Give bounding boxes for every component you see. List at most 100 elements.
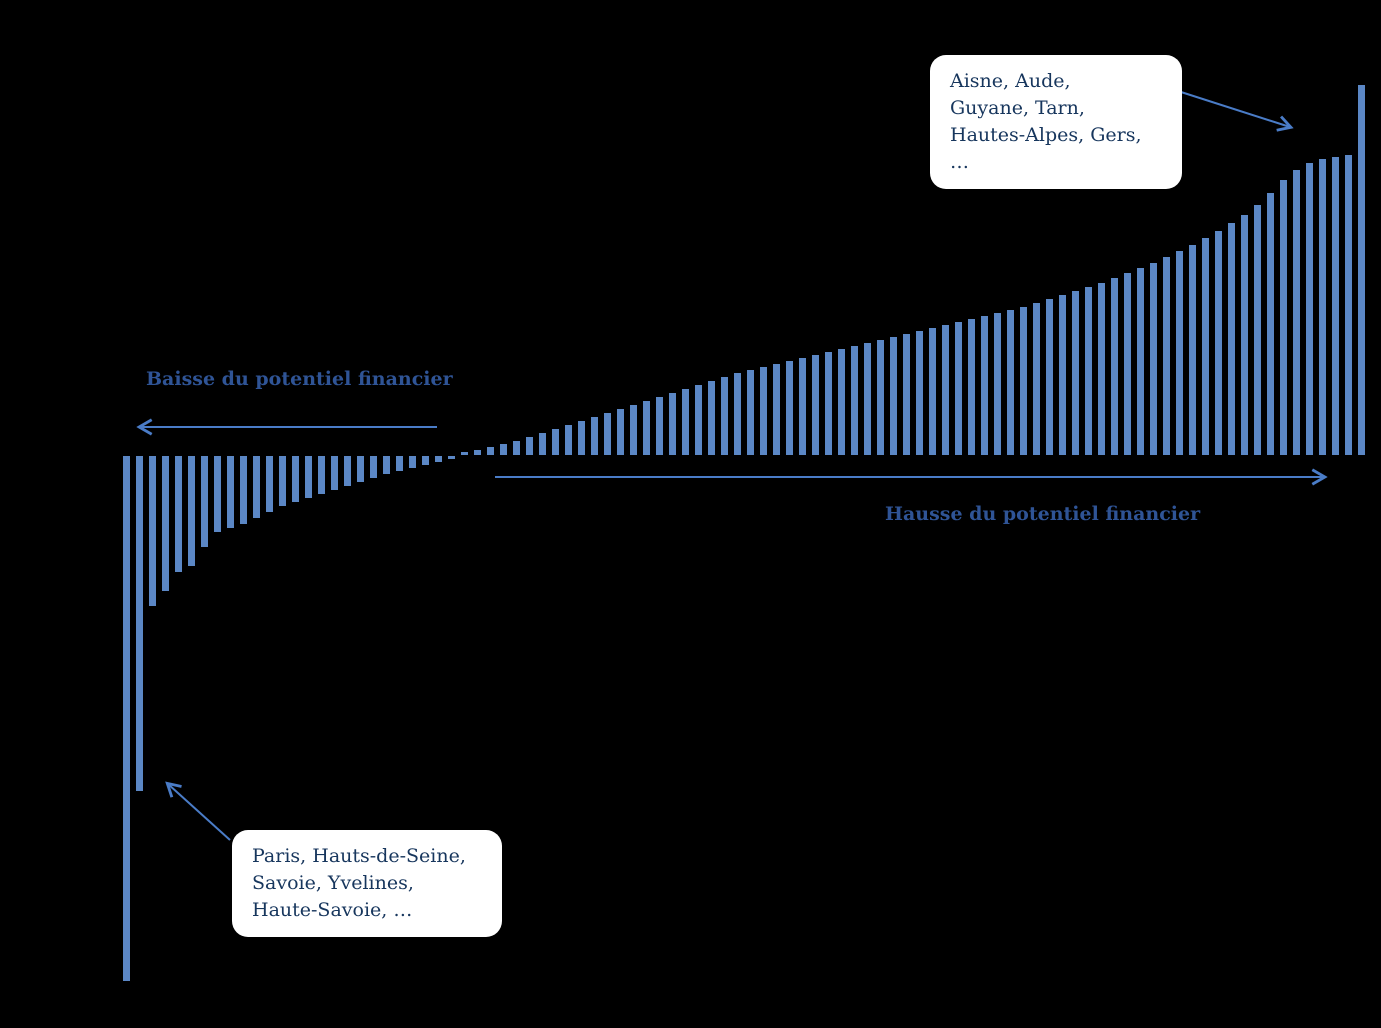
bar (578, 421, 585, 455)
bar (669, 393, 676, 455)
bar (656, 397, 663, 455)
bar (1163, 257, 1170, 455)
bar (838, 349, 845, 455)
bar (773, 364, 780, 455)
bar (422, 456, 429, 465)
bar (721, 377, 728, 455)
bar (682, 389, 689, 455)
bar (474, 450, 481, 455)
bar (1150, 263, 1157, 455)
bar (149, 456, 156, 606)
bar (591, 417, 598, 455)
bar (825, 352, 832, 455)
bar (1215, 231, 1222, 455)
bar (708, 381, 715, 455)
bar (461, 452, 468, 455)
bar (227, 456, 234, 528)
bar (1189, 245, 1196, 455)
bar (552, 429, 559, 455)
bar (630, 405, 637, 455)
bar (877, 340, 884, 455)
bar (513, 441, 520, 455)
bar (1280, 180, 1287, 455)
bar (734, 373, 741, 455)
bar (1059, 295, 1066, 455)
bar (1176, 251, 1183, 455)
bar (1254, 205, 1261, 455)
bar (409, 456, 416, 468)
bar (786, 361, 793, 455)
bar (812, 355, 819, 455)
bar (1345, 155, 1352, 455)
bar (279, 456, 286, 506)
bar (305, 456, 312, 498)
bar (916, 331, 923, 455)
bar (760, 367, 767, 455)
bar (929, 328, 936, 455)
bar (162, 456, 169, 591)
bar (318, 456, 325, 494)
bar (968, 319, 975, 455)
bar (1241, 215, 1248, 455)
bar (1319, 159, 1326, 455)
bar (357, 456, 364, 482)
bar (864, 343, 871, 455)
bar (539, 433, 546, 455)
bar (747, 370, 754, 455)
bar (1202, 238, 1209, 455)
bar (1007, 310, 1014, 455)
bar (396, 456, 403, 471)
bar (435, 456, 442, 462)
bar (1267, 193, 1274, 455)
bar (344, 456, 351, 486)
bar (201, 456, 208, 547)
bar (383, 456, 390, 474)
bar (1228, 223, 1235, 455)
bar (175, 456, 182, 572)
bar (851, 346, 858, 455)
bar (1358, 85, 1365, 455)
bar (253, 456, 260, 518)
bar (1137, 268, 1144, 455)
bar (1046, 299, 1053, 455)
baisse-label: Baisse du potentiel financier (146, 368, 453, 390)
bar (942, 325, 949, 455)
bar (799, 358, 806, 455)
bar (136, 456, 143, 791)
bar (1072, 291, 1079, 455)
bar (1124, 273, 1131, 455)
bar (188, 456, 195, 566)
bar (370, 456, 377, 478)
bar (240, 456, 247, 524)
bar (1098, 283, 1105, 455)
bar (890, 337, 897, 455)
bar (1033, 303, 1040, 455)
bar (981, 316, 988, 455)
bar (448, 456, 455, 459)
bar (994, 313, 1001, 455)
bar (1111, 278, 1118, 455)
bar (500, 444, 507, 455)
bar (604, 413, 611, 455)
bar (526, 437, 533, 455)
bar (331, 456, 338, 490)
bar (955, 322, 962, 455)
bar (292, 456, 299, 502)
bar (1085, 287, 1092, 455)
callout-top-right: Aisne, Aude, Guyane, Tarn, Hautes-Alpes,… (930, 55, 1182, 189)
callout-bottom-left: Paris, Hauts-de-Seine, Savoie, Yvelines,… (232, 830, 502, 937)
bar (643, 401, 650, 455)
bar (617, 409, 624, 455)
bar (903, 334, 910, 455)
bar (1306, 163, 1313, 455)
bar (123, 456, 130, 981)
bar (487, 447, 494, 455)
bar (1332, 157, 1339, 455)
bar (266, 456, 273, 512)
bar (695, 385, 702, 455)
bar (1020, 307, 1027, 455)
bar (1293, 170, 1300, 455)
